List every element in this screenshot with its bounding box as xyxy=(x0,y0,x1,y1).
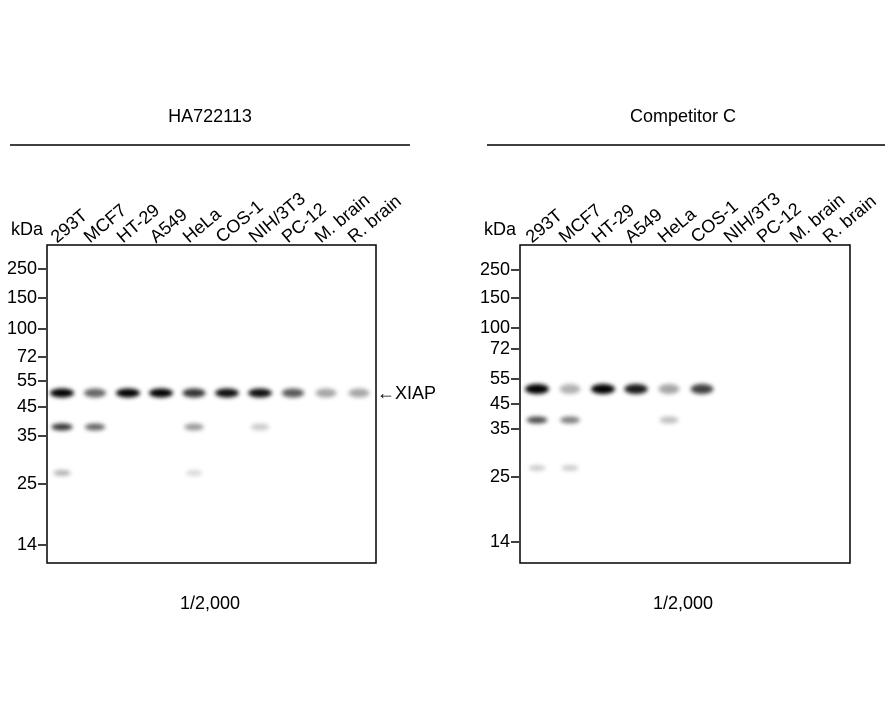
marker-label: 100 xyxy=(480,317,510,337)
marker-label: 25 xyxy=(17,473,37,493)
marker-label: 35 xyxy=(17,425,37,445)
band xyxy=(83,388,107,398)
marker-label: 100 xyxy=(7,318,37,338)
band xyxy=(53,470,71,476)
marker-label: 250 xyxy=(7,258,37,278)
band xyxy=(348,388,370,398)
target-label: ←XIAP xyxy=(377,383,436,403)
band xyxy=(315,388,337,398)
band xyxy=(561,465,579,471)
band xyxy=(624,384,648,394)
blot-frame xyxy=(519,244,851,564)
band xyxy=(659,416,679,424)
band xyxy=(248,388,272,398)
band xyxy=(528,465,546,471)
marker-label: 150 xyxy=(7,287,37,307)
band xyxy=(591,384,615,394)
marker-label: 150 xyxy=(480,287,510,307)
band xyxy=(84,423,106,431)
band xyxy=(116,388,140,398)
band xyxy=(182,388,206,398)
panel-title: Competitor C xyxy=(630,106,736,126)
dilution-label: 1/2,000 xyxy=(653,593,713,613)
marker-label: 25 xyxy=(490,466,510,486)
marker-label: 55 xyxy=(490,368,510,388)
dilution-label: 1/2,000 xyxy=(180,593,240,613)
band xyxy=(149,388,173,398)
band xyxy=(215,388,239,398)
band xyxy=(51,423,73,431)
band xyxy=(184,423,204,431)
bands xyxy=(50,388,370,476)
band xyxy=(690,384,714,394)
panel-title: HA722113 xyxy=(168,106,252,126)
marker-label: 250 xyxy=(480,259,510,279)
kda-label: kDa xyxy=(484,219,517,239)
blot-frame xyxy=(46,244,377,564)
band xyxy=(281,388,305,398)
band xyxy=(560,416,580,424)
band xyxy=(50,388,74,398)
marker-label: 14 xyxy=(490,531,510,551)
band xyxy=(525,384,549,394)
band xyxy=(526,416,548,424)
marker-label: 45 xyxy=(17,396,37,416)
band xyxy=(559,384,581,394)
marker-label: 35 xyxy=(490,418,510,438)
marker-label: 14 xyxy=(17,534,37,554)
band xyxy=(250,423,270,431)
kda-label: kDa xyxy=(11,219,44,239)
band xyxy=(658,384,680,394)
marker-label: 45 xyxy=(490,393,510,413)
marker-label: 72 xyxy=(17,346,37,366)
bands xyxy=(525,384,714,471)
marker-label: 72 xyxy=(490,338,510,358)
marker-label: 55 xyxy=(17,370,37,390)
band xyxy=(185,470,203,476)
